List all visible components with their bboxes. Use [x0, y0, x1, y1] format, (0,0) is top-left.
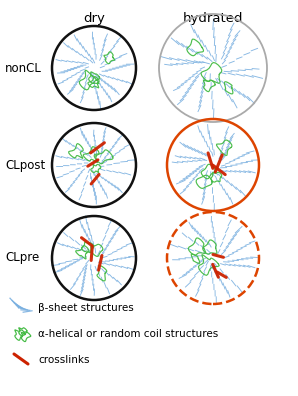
Text: hydrated: hydrated: [183, 12, 243, 25]
Text: CLpost: CLpost: [5, 158, 45, 171]
Text: nonCL: nonCL: [5, 61, 42, 74]
Text: dry: dry: [83, 12, 105, 25]
Text: β-sheet structures: β-sheet structures: [38, 303, 134, 313]
Text: CLpre: CLpre: [5, 251, 39, 265]
Text: crosslinks: crosslinks: [38, 355, 89, 365]
Text: α-helical or random coil structures: α-helical or random coil structures: [38, 329, 218, 339]
